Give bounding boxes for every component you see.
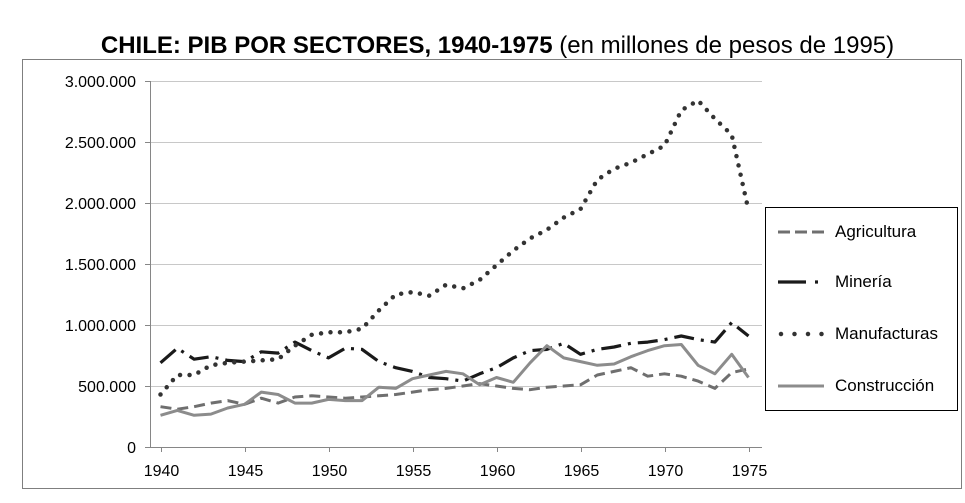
x-tick-label: 1960 — [480, 463, 516, 480]
x-tick-label: 1955 — [396, 463, 432, 480]
x-tick-label: 1945 — [228, 463, 264, 480]
legend-item-construccion: Construcción — [766, 374, 957, 398]
chart-title: CHILE: PIB POR SECTORES, 1940-1975 — [100, 32, 553, 59]
x-tick-label: 1950 — [312, 463, 348, 480]
series-line-manufacturas — [158, 98, 751, 397]
y-tick-label: 2.500.000 — [65, 135, 136, 152]
legend-swatch-manufacturas — [778, 331, 825, 337]
chart-legend: Agricultura Minería Manufacturas Constru… — [765, 207, 958, 411]
y-tick-label: 2.000.000 — [65, 196, 136, 213]
series-line-construccion — [160, 343, 750, 417]
y-tick-label: 500.000 — [78, 379, 136, 396]
y-tick-label: 0 — [127, 440, 136, 457]
series-line-agricultura — [160, 366, 749, 411]
chart-title-line: CHILE: PIB POR SECTORES, 1940-1975 (en m… — [30, 32, 965, 60]
chart-subtitle: (en millones de pesos de 1995) — [559, 32, 895, 59]
series-lines — [158, 98, 751, 417]
x-tick-label: 1965 — [564, 463, 600, 480]
x-tick-label: 1975 — [732, 463, 768, 480]
legend-label-construccion: Construcción — [835, 376, 935, 395]
x-tick-label: 1970 — [648, 463, 684, 480]
y-tick-label: 1.500.000 — [65, 257, 136, 274]
legend-label-manufacturas: Manufacturas — [835, 324, 938, 343]
y-tick-label: 1.000.000 — [65, 318, 136, 335]
chart-frame — [22, 59, 962, 489]
axes — [145, 81, 762, 452]
legend-label-mineria: Minería — [835, 272, 892, 291]
legend-swatch-mineria — [778, 280, 820, 284]
legend-swatch-agricultura — [778, 230, 824, 234]
legend-swatch-construccion — [778, 384, 824, 388]
legend-item-agricultura: Agricultura — [766, 220, 957, 244]
legend-item-manufacturas: Manufacturas — [766, 322, 957, 346]
legend-label-agricultura: Agricultura — [835, 222, 917, 241]
legend-item-mineria: Minería — [766, 270, 957, 294]
x-tick-label: 1940 — [144, 463, 180, 480]
tick-labels: 0 500.000 1.000.000 1.500.000 2.000.000 2.500… — [65, 74, 768, 480]
gridlines — [150, 81, 762, 387]
series-line-mineria — [159, 321, 750, 383]
y-tick-label: 3.000.000 — [65, 74, 136, 91]
